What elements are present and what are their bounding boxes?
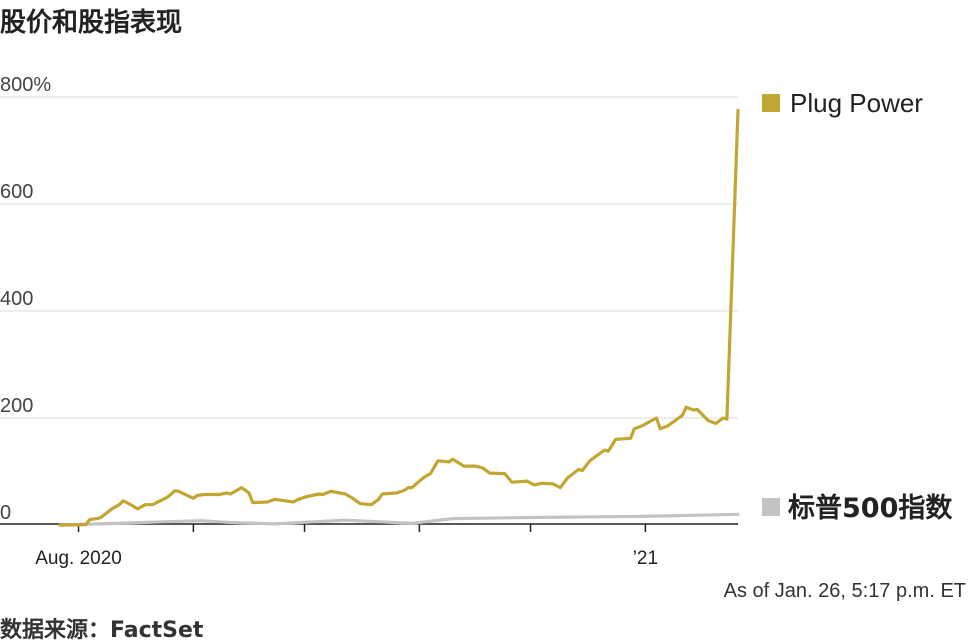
y-tick-label: 800%	[0, 74, 51, 96]
x-tick-label: ’21	[633, 548, 658, 569]
timestamp-note: As of Jan. 26, 5:17 p.m. ET	[723, 580, 966, 602]
source-credit: 数据来源：FactSet	[0, 618, 204, 643]
gridlines	[0, 96, 738, 419]
chart-title: 股价和股指表现	[0, 8, 183, 38]
sp500-line	[58, 512, 740, 527]
legend-swatch-plug-power	[762, 94, 780, 112]
y-tick-label: 600	[0, 181, 33, 203]
y-axis-labels: 800% 600 400 200 0	[0, 74, 51, 524]
x-axis: Aug. 2020 ’21	[0, 523, 738, 569]
legend-swatch-sp500	[762, 498, 780, 516]
legend: Plug Power 标普500指数	[762, 88, 953, 524]
y-tick-label: 200	[0, 395, 33, 417]
plug-power-line	[58, 108, 740, 527]
series-lines	[58, 108, 740, 527]
legend-label-sp500: 标普500指数	[788, 492, 953, 524]
x-tick-label: Aug. 2020	[35, 548, 122, 569]
y-tick-label: 0	[0, 502, 11, 524]
legend-label-plug-power: Plug Power	[790, 88, 923, 118]
y-tick-label: 400	[0, 288, 33, 310]
